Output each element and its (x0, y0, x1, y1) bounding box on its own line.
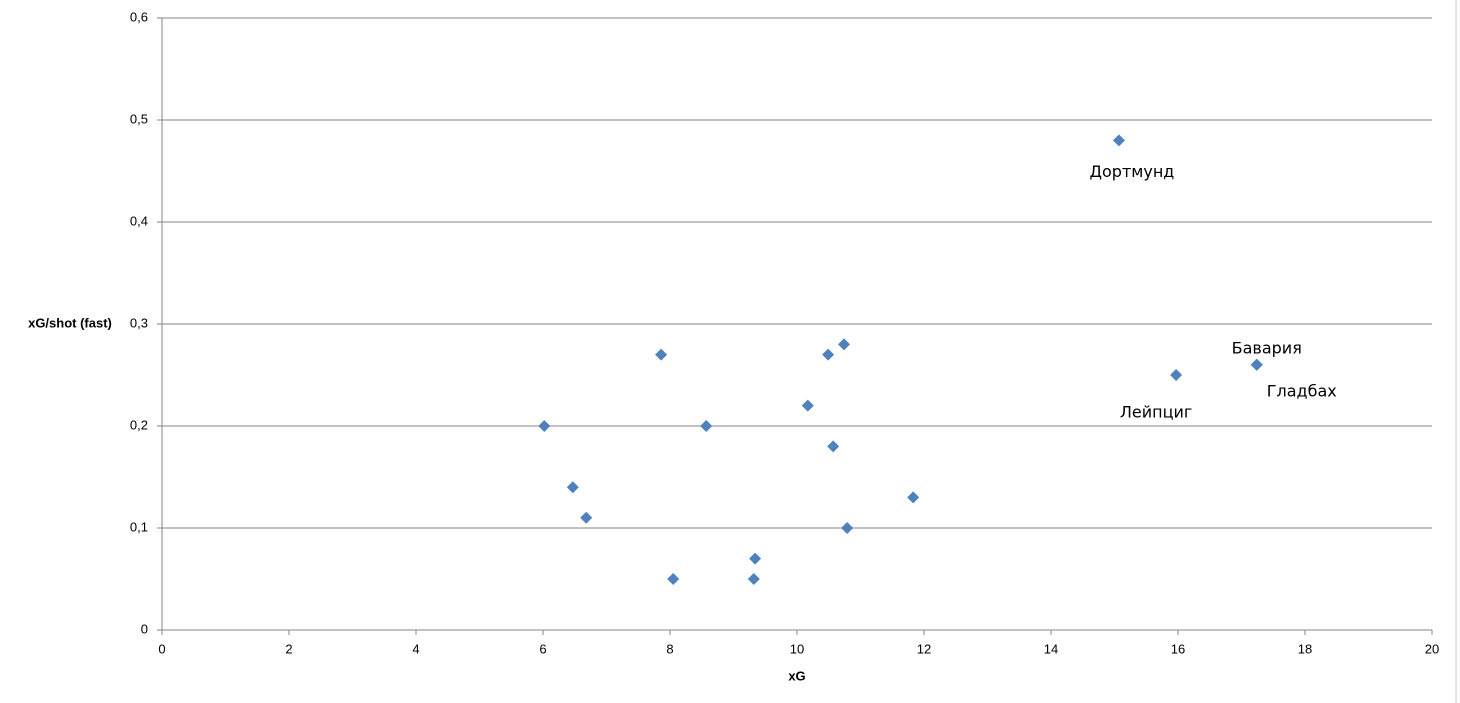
x-tick-label: 16 (1171, 641, 1185, 656)
x-tick-label: 10 (790, 641, 804, 656)
point (538, 420, 551, 432)
x-axis-title: xG (788, 668, 805, 683)
point (749, 552, 762, 565)
y-tick-label: 0,1 (130, 519, 148, 534)
point (1112, 134, 1125, 147)
point (1250, 358, 1263, 371)
x-tick-label: 14 (1044, 641, 1058, 656)
point (566, 481, 579, 494)
x-tick-label: 18 (1298, 641, 1312, 656)
point (747, 573, 760, 585)
x-tick-label: 12 (917, 641, 931, 656)
point (1170, 369, 1183, 381)
point (580, 511, 593, 524)
point (667, 573, 680, 585)
y-tick-label: 0,5 (130, 111, 148, 126)
point (801, 399, 814, 412)
y-tick-label: 0,4 (130, 213, 148, 228)
x-tick-label: 20 (1425, 641, 1439, 656)
point (822, 348, 835, 361)
x-tick-label: 8 (666, 641, 673, 656)
point (827, 440, 840, 453)
point (841, 522, 854, 534)
point (700, 420, 713, 432)
x-tick-label: 4 (412, 641, 419, 656)
y-tick-label: 0,6 (130, 9, 148, 24)
y-tick-label: 0 (141, 621, 148, 636)
x-tick-label: 0 (158, 641, 165, 656)
y-tick-label: 0,2 (130, 417, 148, 432)
x-tick-label: 2 (285, 641, 292, 656)
point-label: Дортмунд (1090, 162, 1175, 181)
point-label: Лейпциг (1120, 403, 1192, 422)
x-tick-label: 6 (539, 641, 546, 656)
y-axis-title: xG/shot (fast) (28, 315, 112, 330)
point (837, 338, 850, 351)
point (907, 491, 920, 504)
y-tick-label: 0,3 (130, 315, 148, 330)
point-label: Гладбах (1267, 381, 1337, 400)
point (655, 348, 668, 361)
point-label: Бавария (1232, 338, 1302, 357)
